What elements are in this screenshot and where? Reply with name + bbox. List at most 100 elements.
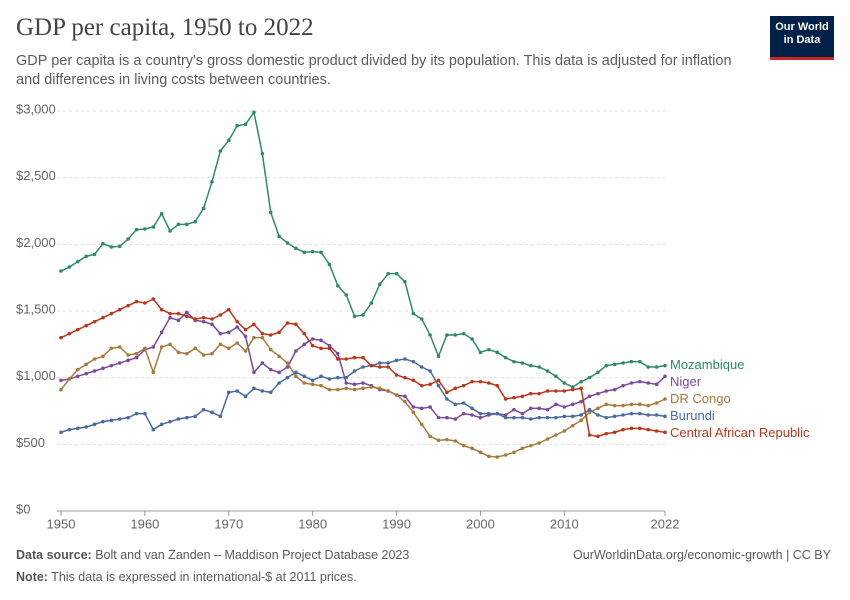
data-point: [134, 299, 139, 304]
data-point: [218, 331, 223, 336]
data-point: [344, 386, 349, 391]
data-point: [394, 393, 399, 397]
data-point: [528, 443, 533, 448]
data-point: [646, 365, 651, 369]
data-point: [327, 262, 332, 267]
data-point: [445, 333, 449, 337]
data-point: [403, 357, 407, 361]
data-point: [84, 425, 88, 429]
data-point: [260, 151, 265, 156]
legend-label: DR Congo: [670, 391, 731, 406]
data-point: [302, 381, 307, 385]
data-point: [545, 415, 550, 420]
data-point: [537, 365, 541, 369]
data-point: [252, 386, 256, 391]
data-point: [101, 241, 105, 246]
data-point: [503, 415, 508, 420]
data-point: [663, 363, 667, 368]
data-point: [554, 415, 558, 420]
data-point: [210, 322, 214, 327]
data-point: [134, 411, 139, 416]
data-point: [621, 413, 625, 417]
data-point: [176, 311, 181, 316]
data-point: [579, 399, 583, 404]
data-point: [210, 179, 214, 184]
data-point: [226, 307, 231, 312]
data-point: [159, 422, 164, 427]
data-point: [596, 370, 600, 375]
data-point: [143, 301, 147, 305]
data-point: [352, 369, 357, 373]
data-point: [470, 413, 474, 417]
x-tick-label: 1950: [47, 516, 76, 531]
y-tick-label: $1,500: [16, 301, 56, 316]
data-point: [268, 333, 273, 337]
data-point: [638, 426, 642, 431]
data-point: [436, 378, 441, 383]
data-point: [218, 149, 223, 153]
data-point: [411, 410, 416, 415]
data-point: [453, 386, 458, 391]
data-point: [235, 389, 239, 393]
data-point: [495, 455, 500, 459]
data-point: [554, 374, 558, 379]
data-point: [109, 245, 114, 249]
data-point: [604, 415, 609, 420]
data-point: [604, 389, 609, 393]
data-point: [612, 430, 617, 435]
data-point: [461, 331, 466, 336]
data-point: [285, 321, 290, 325]
data-point: [570, 414, 575, 419]
data-point: [159, 211, 164, 216]
logo[interactable]: Our World in Data: [770, 16, 834, 60]
data-point: [327, 346, 332, 351]
data-point: [604, 363, 609, 368]
data-point: [260, 389, 265, 393]
data-point: [260, 331, 265, 336]
data-point: [92, 319, 97, 324]
data-point: [361, 386, 365, 391]
data-point: [470, 337, 474, 341]
data-point: [503, 413, 508, 417]
data-point: [327, 387, 332, 392]
data-point: [101, 366, 105, 371]
data-point: [587, 407, 592, 412]
data-point: [403, 375, 407, 380]
data-point: [277, 381, 281, 385]
data-point: [302, 374, 307, 379]
data-point: [185, 222, 189, 227]
data-point: [336, 387, 340, 392]
data-point: [84, 254, 88, 259]
logo-text: Our World: [775, 21, 829, 33]
data-point: [168, 229, 172, 233]
data-point: [562, 405, 567, 409]
data-point: [638, 411, 642, 416]
url[interactable]: OurWorldinData.org/economic-growth | CC …: [573, 548, 831, 562]
x-tick-label: 2010: [550, 516, 579, 531]
data-point: [336, 283, 340, 288]
data-point: [562, 381, 567, 385]
data-point: [336, 375, 340, 380]
data-point: [411, 405, 416, 409]
data-point: [92, 252, 97, 257]
data-point: [629, 359, 634, 364]
data-point: [403, 279, 407, 284]
data-point: [528, 417, 533, 421]
data-point: [67, 331, 72, 336]
data-point: [92, 369, 97, 373]
data-point: [528, 406, 533, 411]
data-point: [428, 405, 432, 409]
data-point: [285, 241, 290, 245]
data-point: [654, 382, 659, 387]
data-point: [612, 414, 617, 419]
data-point: [663, 397, 667, 401]
data-point: [176, 417, 181, 421]
data-point: [570, 385, 575, 389]
data-point: [453, 402, 458, 407]
data-point: [126, 358, 130, 363]
data-point: [126, 237, 130, 241]
data-point: [386, 361, 390, 365]
data-point: [168, 342, 172, 347]
data-point: [201, 319, 206, 324]
